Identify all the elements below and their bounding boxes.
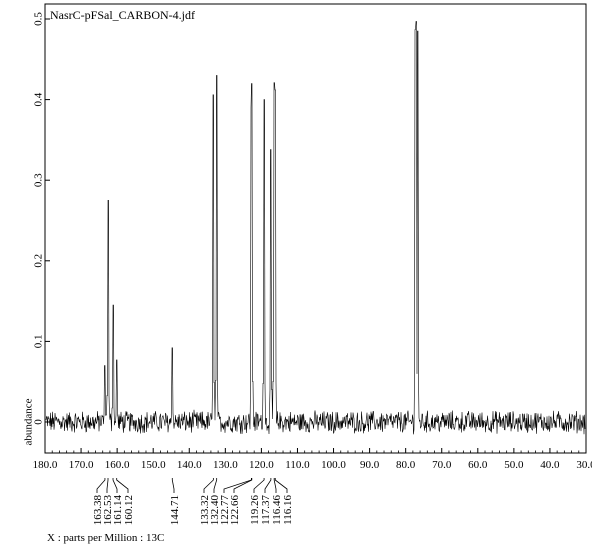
peak-label-group: 161.14 (112, 495, 124, 526)
peak-leader-line (253, 478, 265, 493)
y-tick-label-group: 0.4 (33, 92, 45, 106)
peak-label-group: 163.38 (92, 495, 104, 526)
peak-label: 161.14 (112, 495, 124, 526)
x-tick-label: 150.0 (141, 459, 166, 471)
peak-label-group: 162.53 (102, 495, 114, 526)
peak-leader-line (112, 478, 118, 493)
peak-label: 144.71 (169, 495, 181, 525)
peak-label: 160.12 (123, 495, 135, 525)
y-tick-label-group: 0.2 (33, 254, 45, 268)
peak-label-group: 117.37 (260, 495, 272, 525)
y-tick-label: 0.4 (33, 92, 45, 106)
peak-leader-line (223, 478, 252, 493)
x-tick-label: 100.0 (321, 459, 346, 471)
peak-leader-line (274, 478, 288, 493)
peak-label-group: 116.16 (282, 495, 294, 525)
peak-label: 116.16 (282, 495, 294, 525)
y-axis-label-group: abundance (23, 398, 35, 445)
y-tick-label-group: 0.1 (33, 335, 45, 349)
x-tick-label: 170.0 (69, 459, 94, 471)
y-tick-label: 0 (33, 419, 45, 425)
x-axis-label: X : parts per Million : 13C (47, 532, 164, 544)
spectrum-trace (45, 21, 586, 435)
peak-leader-line (116, 478, 129, 493)
x-tick-label: 60.0 (468, 459, 488, 471)
y-tick-label: 0.1 (33, 335, 45, 349)
peak-label: 116.46 (271, 495, 283, 525)
y-tick-label: 0.2 (33, 254, 45, 268)
peak-label-group: 119.26 (249, 495, 261, 525)
y-axis-label: abundance (23, 398, 35, 445)
peak-label: 122.66 (229, 495, 241, 526)
plot-frame (44, 3, 587, 454)
peak-label: 132.40 (209, 495, 221, 526)
y-axis-ticks: 0 0.1 0.2 0.3 0.4 0.5 (33, 12, 50, 425)
peak-leader-line (203, 478, 214, 493)
peak-leader-line (171, 478, 175, 493)
x-tick-label: 120.0 (249, 459, 274, 471)
peak-leader-line (273, 478, 277, 493)
y-tick-label-group: 0.5 (33, 12, 45, 26)
x-tick-label: 70.0 (432, 459, 452, 471)
y-tick-label: 0.5 (33, 12, 45, 26)
y-tick-label-group: 0.3 (33, 173, 45, 187)
peak-label-group: 160.12 (123, 495, 135, 525)
peak-label: 119.26 (249, 495, 261, 525)
peak-label: 122.77 (219, 495, 231, 526)
x-tick-label: 160.0 (105, 459, 130, 471)
peak-leader-line (213, 478, 218, 493)
x-tick-label: 50.0 (504, 459, 524, 471)
x-tick-label: 130.0 (213, 459, 238, 471)
x-tick-label: 90.0 (360, 459, 380, 471)
x-axis-ticks: 180.0 170.0 160.0 150.0 140.0 130.0 120.0 110.0… (33, 448, 592, 471)
x-tick-label: 30.0 (576, 459, 592, 471)
y-tick-label: 0.3 (33, 173, 45, 187)
peak-label: 133.32 (199, 495, 211, 525)
peak-label: 117.37 (260, 495, 272, 525)
peak-label-group: 116.46 (271, 495, 283, 525)
spectrum-trace-group (45, 21, 586, 435)
peak-label-group: 133.32 (199, 495, 211, 525)
x-tick-label: 180.0 (33, 459, 58, 471)
x-tick-label: 80.0 (396, 459, 416, 471)
chart-title: NasrC-pFSal_CARBON-4.jdf (50, 8, 195, 22)
peak-leader-line (264, 478, 272, 493)
x-tick-label: 40.0 (540, 459, 560, 471)
peak-leader-line (96, 478, 106, 493)
peak-label-group: 132.40 (209, 495, 221, 526)
peak-leader-line (106, 478, 109, 493)
peak-label: 162.53 (102, 495, 114, 526)
peak-label-group: 122.77 (219, 495, 231, 526)
peak-leader-line (233, 478, 253, 493)
x-tick-label: 110.0 (285, 459, 310, 471)
peak-label-group: 144.71 (169, 495, 181, 525)
peak-label-group: 122.66 (229, 495, 241, 526)
x-tick-label: 140.0 (177, 459, 202, 471)
y-tick-label-group: 0 (33, 419, 45, 425)
peak-label: 163.38 (92, 495, 104, 526)
